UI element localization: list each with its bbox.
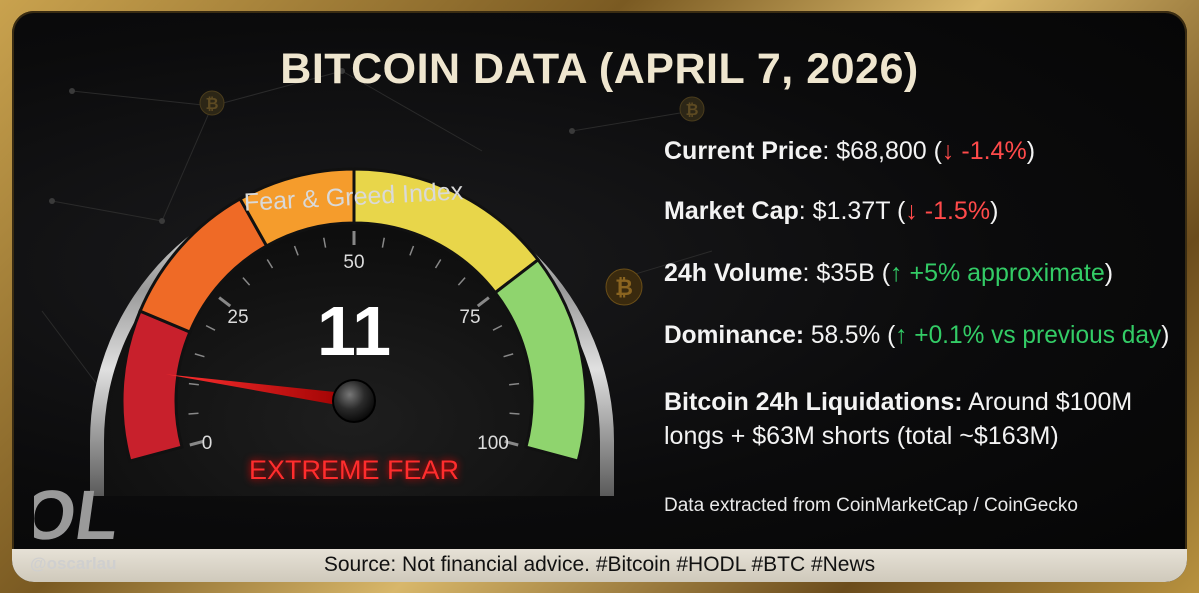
gauge-tick [504, 439, 519, 447]
gauge-tick [492, 324, 503, 331]
logo-text: OL [34, 475, 124, 549]
gauge-tick [293, 245, 299, 256]
tick-label-100: 100 [477, 433, 509, 454]
svg-text:₿: ₿ [685, 100, 698, 119]
author-handle: @oscarlau [30, 554, 117, 573]
stat-close: ) [1104, 259, 1114, 287]
needle-hub [332, 379, 376, 423]
gauge-tick [205, 324, 216, 331]
tick-label-25: 25 [227, 307, 248, 328]
stat-label: Dominance: [664, 321, 805, 349]
page-title: BITCOIN DATA (APRIL 7, 2026) [280, 45, 919, 93]
stat-change: -1.4% [954, 137, 1027, 165]
gauge-tick [218, 296, 232, 308]
gauge-tick [242, 277, 251, 286]
stat-label: Bitcoin 24h Liquidations: [664, 388, 963, 416]
stat-close: ) [1161, 321, 1170, 349]
up-arrow-icon: ↑ [895, 321, 908, 349]
stat-dominance: Dominance: 58.5% (↑ +0.1% vs previous da… [664, 321, 1169, 350]
stat-value-line2: longs + $63M shorts (total ~$163M) [664, 422, 1059, 450]
gauge-tick [381, 237, 385, 248]
gauge-needle [165, 374, 355, 408]
down-arrow-icon: ↓ [941, 137, 955, 165]
stat-label: Current Price [664, 137, 823, 165]
stat-label: 24h Volume [664, 259, 803, 287]
svg-text:₿: ₿ [205, 94, 218, 113]
stat-change: +5% approximate [902, 259, 1105, 287]
sentiment-label: EXTREME FEAR [249, 455, 459, 485]
stat-value: 58.5% ( [804, 321, 896, 349]
gauge-tick [266, 259, 274, 269]
gauge-tick [194, 353, 205, 358]
gauge-tick [434, 259, 442, 269]
stat-value: : $1.37T ( [798, 197, 906, 225]
gauge-tick [503, 353, 514, 358]
main-panel: ₿ ₿ ₿ BITCOIN DATA (APRIL 7, 2026) [12, 11, 1187, 582]
svg-text:₿: ₿ [615, 276, 633, 301]
bitcoin-coin-icon: ₿ [605, 268, 643, 306]
stat-value: Around $100M [962, 388, 1133, 416]
fear-greed-gauge: Fear & Greed Index 0 25 50 75 100 11 EXT… [90, 167, 614, 496]
up-arrow-icon: ↑ [890, 259, 903, 287]
tick-label-50: 50 [343, 252, 364, 273]
tick-label-75: 75 [459, 307, 480, 328]
gauge-tick [189, 439, 204, 447]
gauge-tick [476, 296, 490, 308]
gauge-tick [409, 245, 415, 256]
stat-liquidations: Bitcoin 24h Liquidations: Around $100M l… [664, 385, 1132, 453]
gauge-tick [323, 237, 327, 248]
gauge-tick [188, 382, 199, 386]
brand-logo: OL [34, 475, 124, 549]
bitcoin-coin-icon: ₿ [679, 96, 705, 122]
footer-bar [12, 549, 1187, 582]
footer-disclaimer: Source: Not financial advice. #Bitcoin #… [323, 553, 876, 576]
gauge-tick [509, 412, 520, 415]
stat-value: : $35B ( [802, 259, 891, 287]
bitcoin-coin-icon: ₿ [199, 90, 225, 116]
down-arrow-icon: ↓ [905, 197, 918, 225]
gauge-value: 11 [317, 292, 391, 370]
stat-current-price: Current Price: $68,800 (↓ -1.4%) [664, 137, 1035, 166]
stat-label: Market Cap [664, 197, 799, 225]
data-source-note: Data extracted from CoinMarketCap / Coin… [664, 495, 1078, 516]
background-network: ₿ ₿ ₿ [41, 68, 713, 392]
arc-greed [493, 257, 588, 463]
gauge-tick [188, 412, 199, 415]
stat-change: +0.1% vs previous day [907, 321, 1162, 349]
stat-24h-volume: 24h Volume: $35B (↑ +5% approximate) [664, 259, 1113, 288]
stat-change: -1.5% [917, 197, 991, 225]
gauge-tick [457, 277, 466, 286]
stat-close: ) [1026, 137, 1036, 165]
gauge-tick [509, 382, 520, 386]
stat-market-cap: Market Cap: $1.37T (↓ -1.5%) [664, 197, 998, 226]
stat-value: : $68,800 ( [822, 137, 942, 165]
tick-label-0: 0 [202, 433, 213, 454]
stat-close: ) [990, 197, 999, 225]
